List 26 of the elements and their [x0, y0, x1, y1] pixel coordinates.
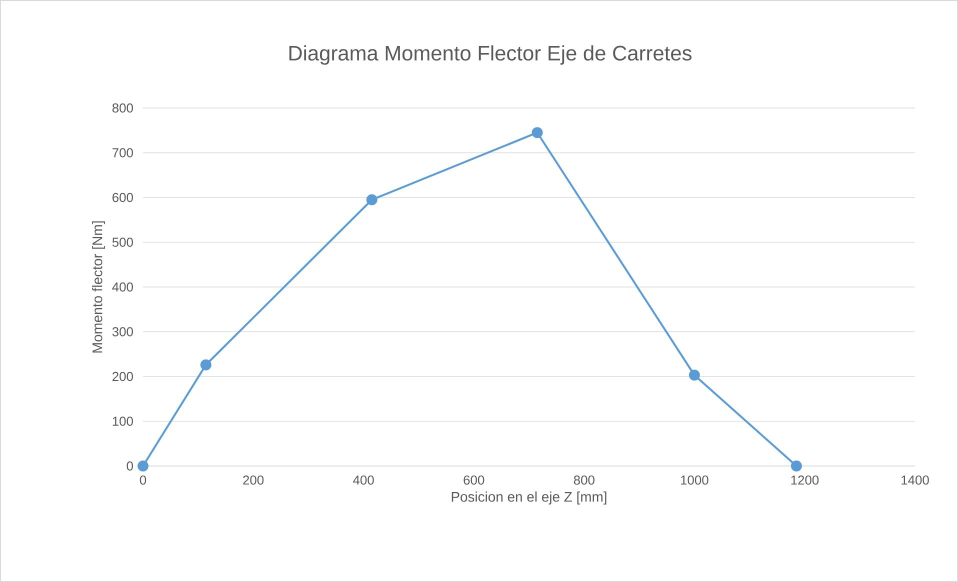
point [790, 460, 802, 472]
y-tick-label: 500 [112, 238, 133, 247]
point [688, 370, 700, 381]
y-tick-label: 800 [112, 103, 133, 113]
x-tick-label: 400 [353, 476, 374, 485]
x-tick-label: 1400 [902, 476, 929, 485]
y-tick-label: 200 [112, 372, 133, 382]
y-axis-title: Momento flector [Nm] [92, 221, 106, 353]
y-tick-label: 300 [112, 327, 133, 336]
x-tick-label: 1000 [681, 476, 708, 485]
x-tick-label: 200 [243, 476, 264, 485]
chart-title: Diagrama Momento Flector Eje de Carretes [289, 45, 692, 65]
point [138, 460, 149, 472]
y-tick-label: 0 [126, 461, 133, 471]
y-tick-label: 600 [112, 192, 133, 202]
x-axis-title: Posicion en el eje Z [mm] [452, 492, 606, 505]
point [532, 127, 543, 138]
y-tick-label: 700 [112, 148, 133, 158]
point [366, 194, 378, 206]
x-tick-label: 800 [574, 476, 594, 485]
x-tick-label: 0 [140, 476, 146, 485]
point [200, 359, 212, 370]
x-tick-label: 600 [464, 476, 484, 485]
y-tick-label: 400 [112, 282, 133, 292]
y-tick-label: 100 [112, 416, 133, 426]
x-tick-label: 1200 [791, 476, 819, 485]
